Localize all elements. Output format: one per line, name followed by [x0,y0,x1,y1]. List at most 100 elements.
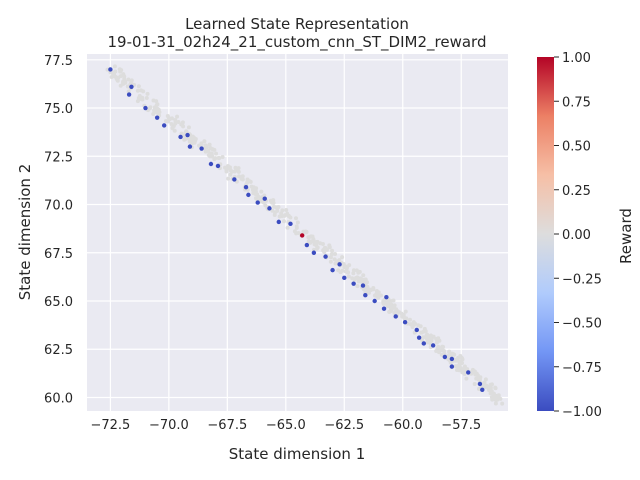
data-point [286,214,291,219]
data-point [212,147,217,152]
data-point [360,283,366,288]
data-point [135,99,140,104]
data-point [155,102,160,107]
data-point [281,219,286,224]
data-point [212,157,217,162]
data-point [191,135,196,140]
data-point [139,88,144,93]
data-point [455,367,460,372]
data-point [414,327,419,333]
x-tick-label: −57.5 [441,418,481,433]
data-point [237,174,242,179]
data-point [126,77,131,82]
data-point [308,240,313,245]
data-point [367,287,372,292]
data-point [224,169,229,174]
data-point [375,292,380,297]
x-tick-label: −62.5 [324,418,364,433]
data-point [232,169,237,174]
data-point [306,235,311,240]
data-point [117,67,122,72]
x-tick-label: −67.5 [207,418,247,433]
data-point [311,250,317,255]
data-point [378,293,383,298]
x-axis-label: State dimension 1 [229,445,366,463]
data-point [170,125,175,130]
data-point [416,335,422,340]
data-point [122,76,127,81]
data-point [434,340,439,345]
data-point [112,64,117,69]
data-point [276,219,281,225]
data-point [357,269,362,274]
data-point [180,122,185,127]
data-point [363,277,368,282]
data-point [262,193,267,198]
data-point [228,168,233,173]
data-point [447,350,452,355]
data-point [322,248,327,253]
data-point [333,252,338,257]
data-point [327,243,332,248]
data-point [449,356,455,362]
data-point [169,116,174,121]
data-point [489,382,494,387]
data-point [255,192,260,197]
data-point [208,161,214,167]
colorbar-label: Reward [617,208,635,264]
data-point [336,268,341,273]
y-tick-label: 75.0 [44,102,73,117]
data-point [457,359,462,364]
data-point [418,324,423,329]
data-point [288,221,293,227]
data-point [136,96,141,101]
data-point [199,146,204,151]
data-point [145,91,150,96]
y-tick-label: 77.5 [44,54,73,69]
data-point [361,273,366,278]
data-point [136,84,141,89]
data-point [169,121,174,126]
data-point [245,180,250,185]
data-point [279,211,284,216]
data-point [382,299,387,304]
data-point [384,294,389,300]
data-point [183,136,188,141]
data-point [394,307,399,312]
colorbar-tick-label: 1.00 [562,51,591,66]
data-point [323,254,328,259]
data-point [355,284,360,289]
data-point [393,314,398,319]
y-tick-label: 67.5 [44,247,73,262]
data-point [175,114,180,119]
data-point [215,163,221,169]
data-point [350,276,355,281]
data-point [144,95,149,100]
data-point [192,139,197,144]
colorbar-tick-label: −0.25 [562,272,602,287]
data-point [259,189,264,194]
data-point [111,72,116,77]
y-axis-label: State dimension 2 [16,164,34,301]
data-point [262,196,267,201]
data-point [197,143,202,148]
chart-title: Learned State Representation [185,15,409,33]
data-point [115,78,120,83]
data-point [493,385,498,390]
data-point [179,131,184,136]
data-point [292,229,297,234]
data-point [451,352,456,357]
data-point [172,128,177,133]
data-point [275,208,280,213]
data-point [216,156,221,161]
y-tick-label: 70.0 [44,199,73,214]
colorbar-tick-label: 0.00 [562,228,591,243]
colorbar-ticks: 1.00 0.75 0.50 0.25 0.00 −0.25 −0.50 −0.75 −1.00 [554,51,602,420]
data-point [304,230,309,235]
data-point [304,242,310,248]
data-point [353,275,358,280]
data-point [296,230,301,235]
data-point [299,233,305,238]
data-point [275,205,280,210]
data-point [343,269,348,274]
